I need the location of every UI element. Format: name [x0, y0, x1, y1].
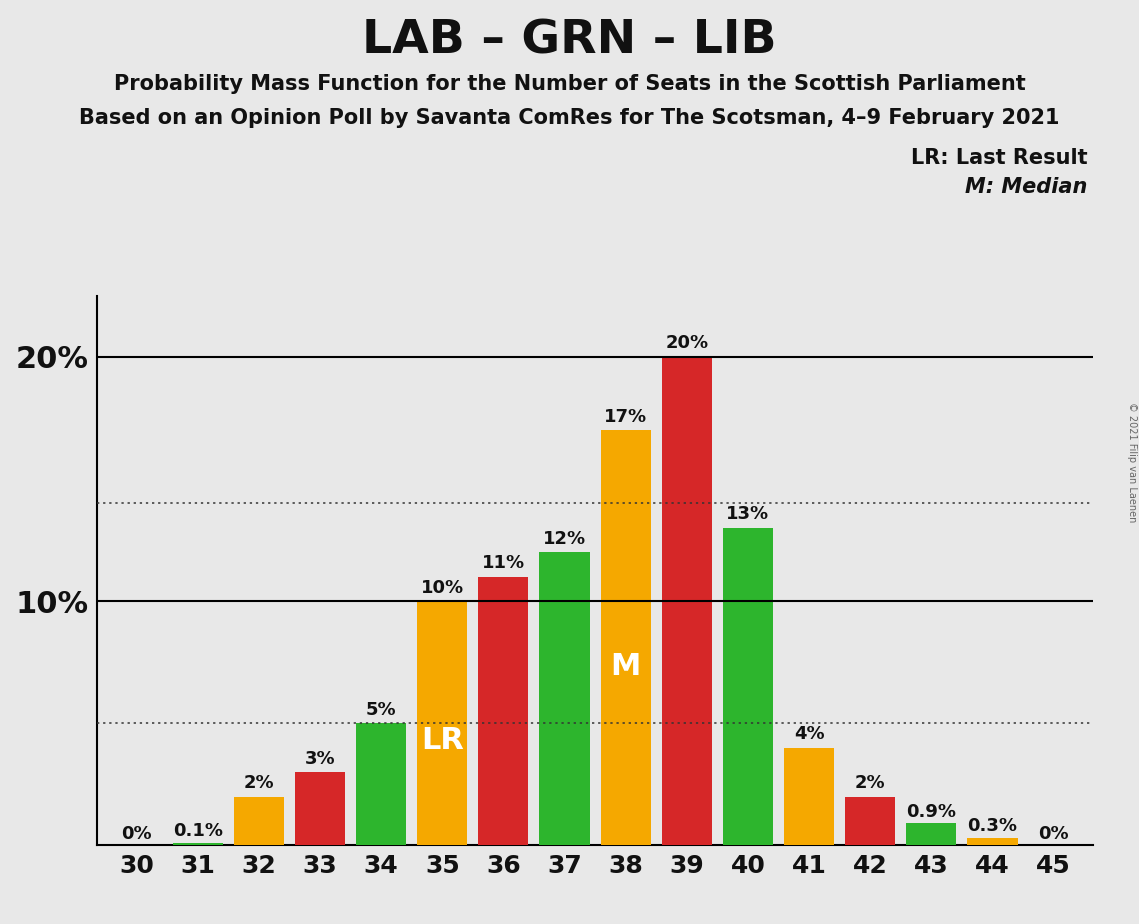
Text: 0%: 0%	[1039, 824, 1070, 843]
Text: 10%: 10%	[420, 578, 464, 597]
Text: 4%: 4%	[794, 725, 825, 743]
Text: 2%: 2%	[855, 774, 886, 792]
Bar	[600, 430, 650, 845]
Text: 12%: 12%	[543, 529, 587, 548]
Text: 17%: 17%	[604, 407, 647, 426]
Bar	[662, 357, 712, 845]
Text: © 2021 Filip van Laenen: © 2021 Filip van Laenen	[1128, 402, 1137, 522]
Bar	[478, 577, 528, 845]
Bar	[907, 823, 957, 845]
Text: 3%: 3%	[304, 749, 335, 768]
Text: Based on an Opinion Poll by Savanta ComRes for The Scotsman, 4–9 February 2021: Based on an Opinion Poll by Savanta ComR…	[80, 108, 1059, 128]
Text: M: Median: M: Median	[966, 177, 1088, 198]
Text: LR: LR	[420, 726, 464, 755]
Bar	[357, 723, 407, 845]
Bar	[295, 772, 345, 845]
Bar	[845, 796, 895, 845]
Bar	[967, 838, 1017, 845]
Text: Probability Mass Function for the Number of Seats in the Scottish Parliament: Probability Mass Function for the Number…	[114, 74, 1025, 94]
Text: 5%: 5%	[366, 701, 396, 719]
Text: LR: Last Result: LR: Last Result	[911, 148, 1088, 168]
Text: 0.3%: 0.3%	[967, 817, 1017, 835]
Bar	[417, 602, 467, 845]
Text: 0.1%: 0.1%	[173, 822, 223, 840]
Bar	[540, 553, 590, 845]
Text: 13%: 13%	[727, 505, 770, 523]
Text: M: M	[611, 652, 641, 681]
Text: 20%: 20%	[665, 334, 708, 352]
Text: LAB – GRN – LIB: LAB – GRN – LIB	[362, 18, 777, 64]
Bar	[233, 796, 284, 845]
Text: 2%: 2%	[244, 774, 274, 792]
Bar	[173, 843, 223, 845]
Text: 0%: 0%	[121, 824, 151, 843]
Text: 11%: 11%	[482, 554, 525, 572]
Bar	[784, 748, 834, 845]
Text: 0.9%: 0.9%	[907, 803, 957, 821]
Bar	[723, 528, 773, 845]
